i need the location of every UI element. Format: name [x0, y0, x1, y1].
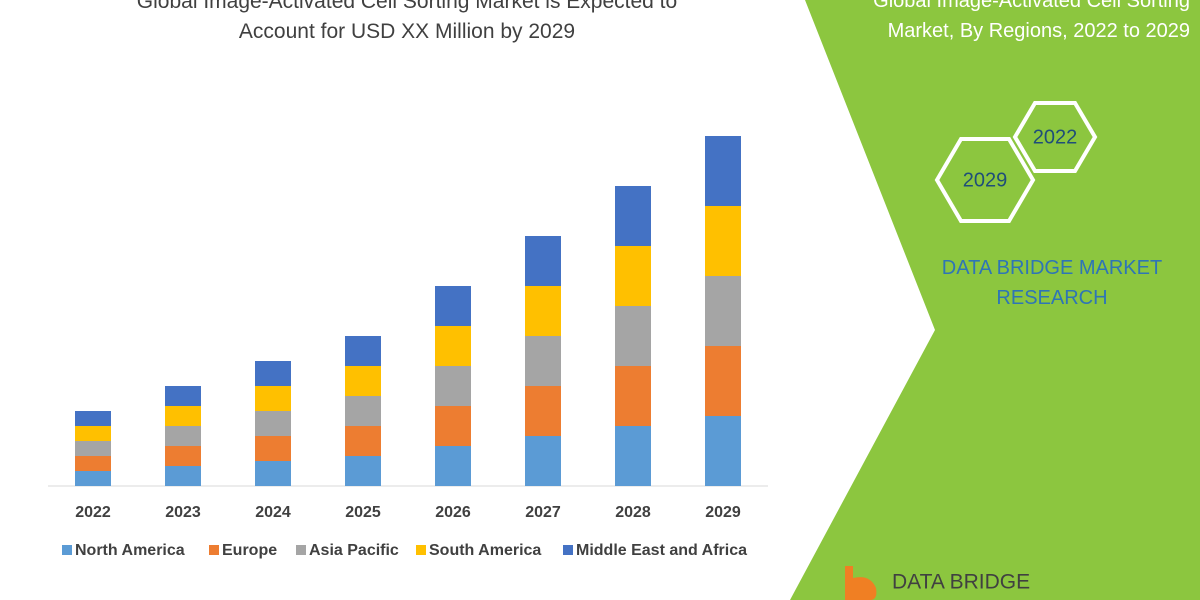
bar-segment — [705, 276, 741, 346]
bar-segment — [165, 426, 201, 446]
bar-segment — [615, 426, 651, 486]
x-tick-label: 2027 — [525, 504, 561, 521]
bar-segment — [615, 306, 651, 366]
bar-segment — [435, 446, 471, 486]
bar-segment — [705, 136, 741, 206]
legend-label: Middle East and Africa — [576, 542, 747, 559]
bar-segment — [525, 436, 561, 486]
bar-segment — [615, 186, 651, 246]
legend-swatch — [563, 545, 573, 555]
bar-segment — [345, 456, 381, 486]
bar-segment — [615, 366, 651, 426]
bar-segment — [345, 396, 381, 426]
bar-segment — [75, 441, 111, 456]
bar-segment — [255, 411, 291, 436]
bar-segment — [75, 471, 111, 486]
bar-segment — [165, 406, 201, 426]
x-tick-label: 2024 — [255, 504, 291, 521]
bar-segment — [345, 426, 381, 456]
bar-segment — [165, 446, 201, 466]
x-tick-label: 2029 — [705, 504, 741, 521]
legend-swatch — [62, 545, 72, 555]
bar-segment — [75, 426, 111, 441]
bar-segment — [165, 386, 201, 406]
brand: DATA BRIDGE MARKET RESEARCH — [941, 257, 1163, 309]
bar-segment — [345, 336, 381, 366]
logo-text: DATA BRIDGE — [892, 571, 1030, 594]
legend-label: South America — [429, 542, 541, 559]
bar-segment — [525, 236, 561, 286]
legend-swatch — [416, 545, 426, 555]
legend-swatch — [296, 545, 306, 555]
legend-label: Europe — [222, 542, 277, 559]
bar-segment — [255, 361, 291, 386]
panel-title: Global Image-Activated Cell Sorting Mark… — [873, 0, 1190, 42]
bar-segment — [75, 456, 111, 471]
hexagon — [934, 137, 1036, 223]
bar-segment — [525, 286, 561, 336]
bar-segment — [345, 366, 381, 396]
x-tick-label: 2023 — [165, 504, 201, 521]
x-tick-label: 2025 — [345, 504, 381, 521]
bar-segment — [435, 406, 471, 446]
hexagon-label: 2029 — [963, 169, 1008, 191]
x-tick-label: 2022 — [75, 504, 111, 521]
bar-segment — [525, 386, 561, 436]
bar-segment — [615, 246, 651, 306]
bar-segment — [255, 461, 291, 486]
hexagon — [1012, 101, 1098, 173]
x-tick-label: 2026 — [435, 504, 471, 521]
side-panel — [790, 0, 1200, 600]
hexagon-label: 2022 — [1033, 126, 1078, 148]
bar-segment — [435, 326, 471, 366]
bar-segment — [255, 386, 291, 411]
bar-segment — [705, 346, 741, 416]
logo-icon — [845, 566, 877, 600]
x-tick-label: 2028 — [615, 504, 651, 521]
bar-segment — [165, 466, 201, 486]
bar-segment — [255, 436, 291, 461]
bar-segment — [705, 206, 741, 276]
bar-segment — [705, 416, 741, 486]
bar-segment — [435, 366, 471, 406]
legend-label: Asia Pacific — [309, 542, 399, 559]
chart-title: Global Image-Activated Cell Sorting Mark… — [136, 0, 678, 43]
bar-segment — [435, 286, 471, 326]
legend-label: North America — [75, 542, 185, 559]
bar-segment — [525, 336, 561, 386]
legend-swatch — [209, 545, 219, 555]
bar-segment — [75, 411, 111, 426]
